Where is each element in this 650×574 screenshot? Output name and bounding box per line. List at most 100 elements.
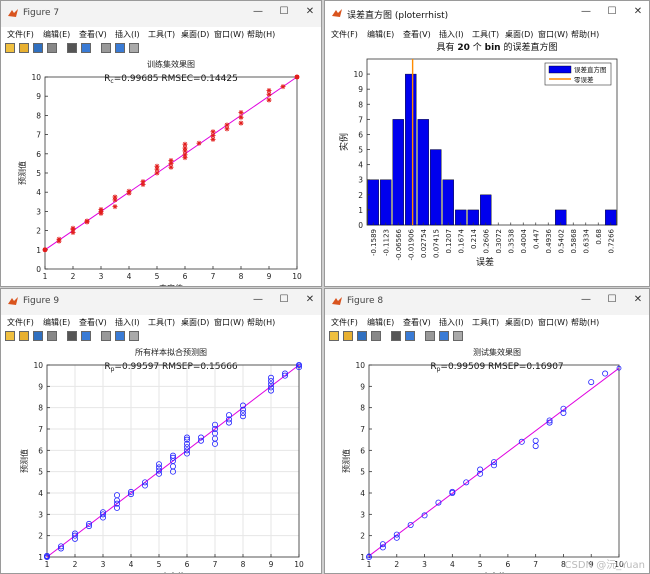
menu-item-3[interactable]: 插入(I) <box>115 318 140 327</box>
menu-item-1[interactable]: 编辑(E) <box>43 318 71 327</box>
menu-item-3[interactable]: 插入(I) <box>115 30 140 39</box>
menu-item-0[interactable]: 文件(F) <box>7 30 34 39</box>
minimize-icon[interactable]: — <box>253 6 263 17</box>
data-point <box>463 479 470 486</box>
maximize-icon[interactable]: ☐ <box>279 6 289 17</box>
menu-item-5[interactable]: 桌面(D) <box>181 30 210 39</box>
zoom-icon[interactable] <box>67 331 77 341</box>
legend-icon[interactable] <box>115 331 125 341</box>
data-point <box>560 410 567 417</box>
plot-area: 所有样本拟合预测图 Rp=0.99597 RMSEP=0.15666 1 2 3 4 5 6 7… <box>1 345 321 573</box>
print-icon[interactable] <box>47 43 57 53</box>
data-point <box>196 140 202 146</box>
menu-item-4[interactable]: 工具(T) <box>472 30 500 39</box>
y-tick-label: 4 <box>38 489 43 498</box>
print-icon[interactable] <box>371 331 381 341</box>
data-point <box>295 364 302 371</box>
close-icon[interactable]: ✕ <box>633 6 643 17</box>
menu-item-6[interactable]: 窗口(W) <box>538 30 569 39</box>
title-bar[interactable]: Figure 8 — ☐ ✕ <box>325 289 649 315</box>
maximize-icon[interactable]: ☐ <box>607 6 617 17</box>
figure-8-window: Figure 8 — ☐ ✕ 文件(F) 编辑(E) 查看(V) 插入(I) 工具(T) 桌面… <box>324 288 650 574</box>
plot-tools-icon[interactable] <box>101 331 111 341</box>
open-folder-icon[interactable] <box>19 43 29 53</box>
menu-item-2[interactable]: 查看(V) <box>403 318 431 327</box>
menu-item-5[interactable]: 桌面(D) <box>505 318 534 327</box>
title-bar[interactable]: Figure 9 — ☐ ✕ <box>1 289 321 315</box>
colorbar-icon[interactable] <box>453 331 463 341</box>
x-tick-label: 10 <box>614 560 624 569</box>
menu-item-2[interactable]: 查看(V) <box>79 30 107 39</box>
close-icon[interactable]: ✕ <box>633 294 643 305</box>
menu-item-7[interactable]: 帮助(H) <box>571 30 600 39</box>
plot-tools-icon[interactable] <box>425 331 435 341</box>
title-bar[interactable]: Figure 7 — ☐ ✕ <box>1 1 321 27</box>
menu-item-4[interactable]: 工具(T) <box>148 318 176 327</box>
maximize-icon[interactable]: ☐ <box>279 294 289 305</box>
close-icon[interactable]: ✕ <box>305 294 315 305</box>
menu-bar: 文件(F) 编辑(E) 查看(V) 插入(I) 工具(T) 桌面(D) 窗口(W) 帮助(H) <box>1 315 321 329</box>
new-file-icon[interactable] <box>5 331 15 341</box>
print-icon[interactable] <box>47 331 57 341</box>
menu-item-5[interactable]: 桌面(D) <box>505 30 534 39</box>
data-point <box>72 532 79 539</box>
save-icon[interactable] <box>33 43 43 53</box>
menu-item-3[interactable]: 插入(I) <box>439 30 464 39</box>
menu-item-1[interactable]: 编辑(E) <box>367 30 395 39</box>
y-tick-label: 4 <box>358 161 363 170</box>
data-point <box>56 236 62 242</box>
data-point <box>477 466 484 473</box>
link-icon[interactable] <box>405 331 415 341</box>
data-point <box>295 361 302 368</box>
plot-tools-icon[interactable] <box>101 43 111 53</box>
menu-item-0[interactable]: 文件(F) <box>7 318 34 327</box>
x-tick-label: 2 <box>73 560 78 569</box>
endpoint-marker <box>616 365 622 371</box>
y-tick-label: 2 <box>360 532 365 541</box>
menu-item-7[interactable]: 帮助(H) <box>247 30 276 39</box>
menu-item-0[interactable]: 文件(F) <box>331 30 358 39</box>
menu-item-1[interactable]: 编辑(E) <box>367 318 395 327</box>
minimize-icon[interactable]: — <box>581 294 591 305</box>
open-folder-icon[interactable] <box>19 331 29 341</box>
colorbar-icon[interactable] <box>129 43 139 53</box>
legend-icon[interactable] <box>115 43 125 53</box>
toolbar <box>1 41 321 57</box>
menu-item-2[interactable]: 查看(V) <box>403 30 431 39</box>
minimize-icon[interactable]: — <box>253 294 263 305</box>
y-tick-label: 4 <box>36 188 41 197</box>
x-tick-label: 0.07415 <box>432 229 440 258</box>
menu-item-2[interactable]: 查看(V) <box>79 318 107 327</box>
menu-item-6[interactable]: 窗口(W) <box>538 318 569 327</box>
menu-item-6[interactable]: 窗口(W) <box>214 30 245 39</box>
link-icon[interactable] <box>81 331 91 341</box>
menu-item-3[interactable]: 插入(I) <box>439 318 464 327</box>
menu-item-1[interactable]: 编辑(E) <box>43 30 71 39</box>
maximize-icon[interactable]: ☐ <box>607 294 617 305</box>
save-icon[interactable] <box>357 331 367 341</box>
x-tick-label: 6 <box>185 560 190 569</box>
open-folder-icon[interactable] <box>343 331 353 341</box>
menu-item-4[interactable]: 工具(T) <box>148 30 176 39</box>
zoom-icon[interactable] <box>391 331 401 341</box>
new-file-icon[interactable] <box>5 43 15 53</box>
data-point <box>281 372 288 379</box>
menu-item-7[interactable]: 帮助(H) <box>247 318 276 327</box>
data-point <box>239 402 246 409</box>
title-bar[interactable]: 误差直方图 (ploterrhist) — ☐ ✕ <box>325 1 649 27</box>
menu-item-7[interactable]: 帮助(H) <box>571 318 600 327</box>
data-point <box>421 512 428 519</box>
legend-icon[interactable] <box>439 331 449 341</box>
menu-item-6[interactable]: 窗口(W) <box>214 318 245 327</box>
menu-item-0[interactable]: 文件(F) <box>331 318 358 327</box>
minimize-icon[interactable]: — <box>581 6 591 17</box>
new-file-icon[interactable] <box>329 331 339 341</box>
close-icon[interactable]: ✕ <box>305 6 315 17</box>
menu-item-5[interactable]: 桌面(D) <box>181 318 210 327</box>
save-icon[interactable] <box>33 331 43 341</box>
menu-item-4[interactable]: 工具(T) <box>472 318 500 327</box>
zoom-icon[interactable] <box>67 43 77 53</box>
colorbar-icon[interactable] <box>129 331 139 341</box>
link-icon[interactable] <box>81 43 91 53</box>
y-tick-label: 5 <box>358 146 363 155</box>
